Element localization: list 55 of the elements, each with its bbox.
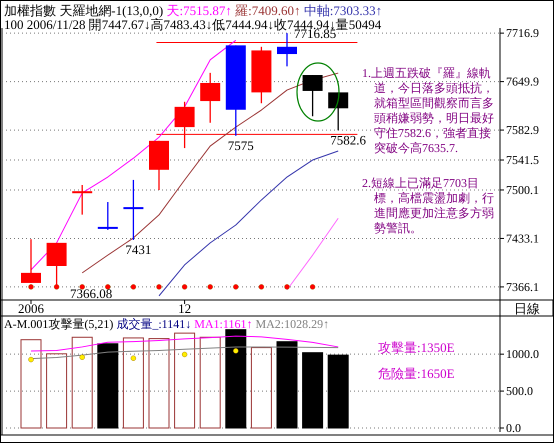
line-series	[158, 150, 339, 296]
annotation: 7582.6	[330, 132, 366, 148]
bar	[225, 329, 246, 428]
annotation: 7431	[125, 242, 152, 257]
bar	[72, 336, 93, 428]
bar	[97, 343, 118, 428]
y-tick-label: 0.0	[506, 421, 521, 435]
y-tick-label: 500.0	[506, 384, 533, 398]
bar	[302, 352, 324, 428]
text: 中軸:7303.33↑	[304, 3, 382, 18]
bar	[250, 347, 272, 428]
chart-subtitle: 天羅地網-1(13,0,0)	[59, 3, 166, 18]
text: 攻擊量:1350E	[378, 340, 455, 355]
y-tick-label: 7433.1	[506, 231, 539, 246]
candlestick	[200, 72, 220, 124]
series-label: MA1:1161↑	[194, 317, 256, 331]
y-tick-label: 7500.1	[506, 182, 539, 197]
text: 危險量:1650E	[378, 366, 455, 381]
y-tick-label: 7541.5	[506, 153, 539, 168]
bar	[276, 341, 298, 428]
bar	[174, 332, 196, 428]
candlestick	[72, 184, 92, 216]
chart-title: 加權指數	[4, 3, 60, 18]
point	[233, 348, 238, 354]
bar	[46, 353, 68, 428]
bar	[200, 336, 221, 428]
series-label: 成交量_:1141↓	[116, 317, 194, 331]
x-tick-label: 12	[178, 301, 192, 316]
point	[80, 354, 85, 360]
text: 羅:7409.60↑	[235, 3, 304, 18]
bar	[328, 354, 349, 428]
y-tick-label: 7582.9	[506, 123, 539, 138]
point	[182, 352, 188, 358]
y-tick-label: 7716.9	[506, 26, 539, 40]
candlestick	[123, 179, 144, 241]
y-tick-label: 7366.1	[506, 280, 539, 294]
point	[130, 356, 136, 361]
annotation: 7366.08	[70, 286, 112, 301]
candlestick	[302, 74, 323, 117]
bar	[20, 339, 42, 428]
bar	[122, 337, 144, 428]
chart-title: A-M.001攻擊量(5,21)	[4, 317, 116, 331]
y-tick-label: 7649.9	[506, 74, 539, 89]
annotation: 7575	[228, 138, 254, 153]
line-series	[30, 336, 339, 352]
x-tick-label: 2006	[18, 301, 44, 316]
point	[28, 356, 34, 362]
y-tick-label: 1000.0	[506, 347, 539, 362]
bar	[148, 338, 170, 428]
text: 2.短線上已滿足7703目標，高檔震盪加劇，行進間應更加注意多方弱勢警訊。	[362, 176, 495, 236]
x-axis-title: 日線	[514, 301, 540, 316]
series-label: MA2:1028.29↑	[255, 317, 330, 331]
candlestick	[98, 201, 118, 231]
series-label: 天:7515.87↑	[166, 3, 236, 18]
candlestick	[46, 242, 67, 288]
